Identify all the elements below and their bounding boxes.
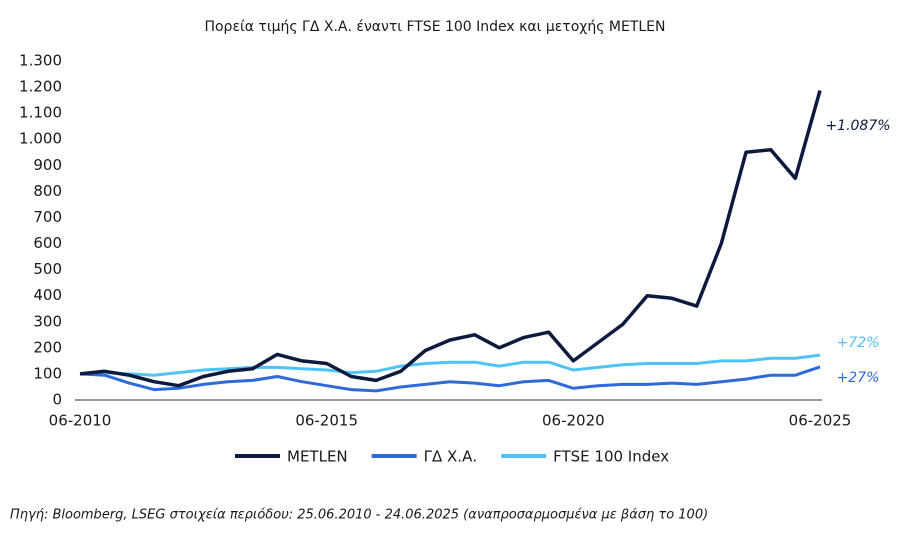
source-note: Πηγή: Bloomberg, LSEG στοιχεία περιόδου:… bbox=[10, 508, 708, 523]
y-tick-label: 700 bbox=[33, 208, 62, 226]
y-tick-label: 1.200 bbox=[19, 78, 62, 96]
end-label: +27% bbox=[837, 370, 880, 386]
y-tick-label: 800 bbox=[33, 182, 62, 200]
y-tick-label: 900 bbox=[33, 156, 62, 174]
end-label: +72% bbox=[837, 335, 880, 351]
chart-title: Πορεία τιμής ΓΔ Χ.Α. έναντι FTSE 100 Ind… bbox=[204, 19, 665, 35]
y-tick-label: 600 bbox=[33, 234, 62, 252]
legend-label: FTSE 100 Index bbox=[553, 448, 669, 466]
y-tick-label: 1.300 bbox=[19, 52, 62, 70]
series-line bbox=[79, 353, 821, 377]
end-label: +1.087% bbox=[825, 118, 890, 134]
x-tick-label: 06-2015 bbox=[295, 412, 358, 430]
y-tick-label: 500 bbox=[33, 260, 62, 278]
x-tick-label: 06-2025 bbox=[789, 412, 852, 430]
legend-label: ΓΔ Χ.Α. bbox=[424, 448, 477, 466]
y-tick-label: 100 bbox=[33, 364, 62, 382]
series-line bbox=[79, 365, 821, 393]
y-tick-label: 0 bbox=[52, 391, 62, 409]
x-tick-label: 06-2010 bbox=[49, 412, 112, 430]
x-tick-label: 06-2020 bbox=[542, 412, 605, 430]
series-line bbox=[79, 90, 822, 388]
legend-label: METLEN bbox=[287, 448, 348, 466]
y-tick-label: 300 bbox=[33, 312, 62, 330]
y-tick-label: 1.100 bbox=[19, 104, 62, 122]
y-tick-label: 1.000 bbox=[19, 130, 62, 148]
y-tick-label: 400 bbox=[33, 286, 62, 304]
y-tick-label: 200 bbox=[33, 338, 62, 356]
